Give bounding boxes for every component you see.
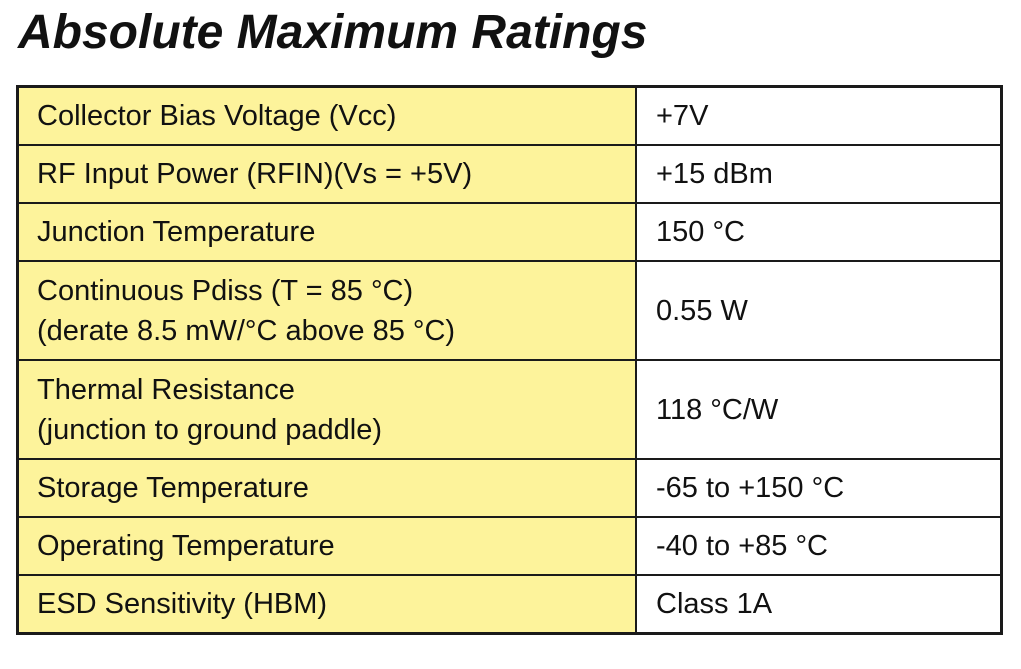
value-cell: -65 to +150 °C [635, 458, 1003, 518]
value-cell: 150 °C [635, 202, 1003, 262]
parameter-cell: Operating Temperature [16, 516, 637, 576]
table-row: RF Input Power (RFIN)(Vs = +5V) +15 dBm [16, 144, 1003, 204]
value-cell: 118 °C/W [635, 359, 1003, 460]
parameter-label: RF Input Power (RFIN)(Vs = +5V) [37, 158, 473, 190]
value-cell: Class 1A [635, 574, 1003, 635]
parameter-cell: Continuous Pdiss (T = 85 °C) (derate 8.5… [16, 260, 637, 361]
table-row: Thermal Resistance (junction to ground p… [16, 359, 1003, 460]
value-cell: -40 to +85 °C [635, 516, 1003, 576]
parameter-cell: RF Input Power (RFIN)(Vs = +5V) [16, 144, 637, 204]
table-row: ESD Sensitivity (HBM) Class 1A [16, 574, 1003, 635]
value-cell: 0.55 W [635, 260, 1003, 361]
table-row: Storage Temperature -65 to +150 °C [16, 458, 1003, 518]
table-row: Operating Temperature -40 to +85 °C [16, 516, 1003, 576]
value-cell: +15 dBm [635, 144, 1003, 204]
parameter-cell: Collector Bias Voltage (Vcc) [16, 85, 637, 146]
value-cell: +7V [635, 85, 1003, 146]
parameter-cell: Storage Temperature [16, 458, 637, 518]
parameter-label: Thermal Resistance [37, 373, 295, 406]
parameter-cell: ESD Sensitivity (HBM) [16, 574, 637, 635]
parameter-label: Operating Temperature [37, 530, 335, 562]
table-row: Collector Bias Voltage (Vcc) +7V [16, 85, 1003, 146]
parameter-label: ESD Sensitivity (HBM) [37, 588, 328, 620]
parameter-cell: Thermal Resistance (junction to ground p… [16, 359, 637, 460]
parameter-label: Continuous Pdiss (T = 85 °C) [37, 274, 414, 307]
parameter-label: Collector Bias Voltage (Vcc) [37, 100, 397, 132]
parameter-cell: Junction Temperature [16, 202, 637, 262]
page-title: Absolute Maximum Ratings [18, 6, 648, 59]
parameter-label: Junction Temperature [37, 216, 316, 248]
parameter-note: (junction to ground paddle) [37, 413, 383, 446]
table-row: Junction Temperature 150 °C [16, 202, 1003, 262]
ratings-table: Collector Bias Voltage (Vcc) +7V RF Inpu… [16, 85, 1003, 635]
table-row: Continuous Pdiss (T = 85 °C) (derate 8.5… [16, 260, 1003, 361]
parameter-note: (derate 8.5 mW/°C above 85 °C) [37, 314, 456, 347]
parameter-label: Storage Temperature [37, 472, 309, 504]
